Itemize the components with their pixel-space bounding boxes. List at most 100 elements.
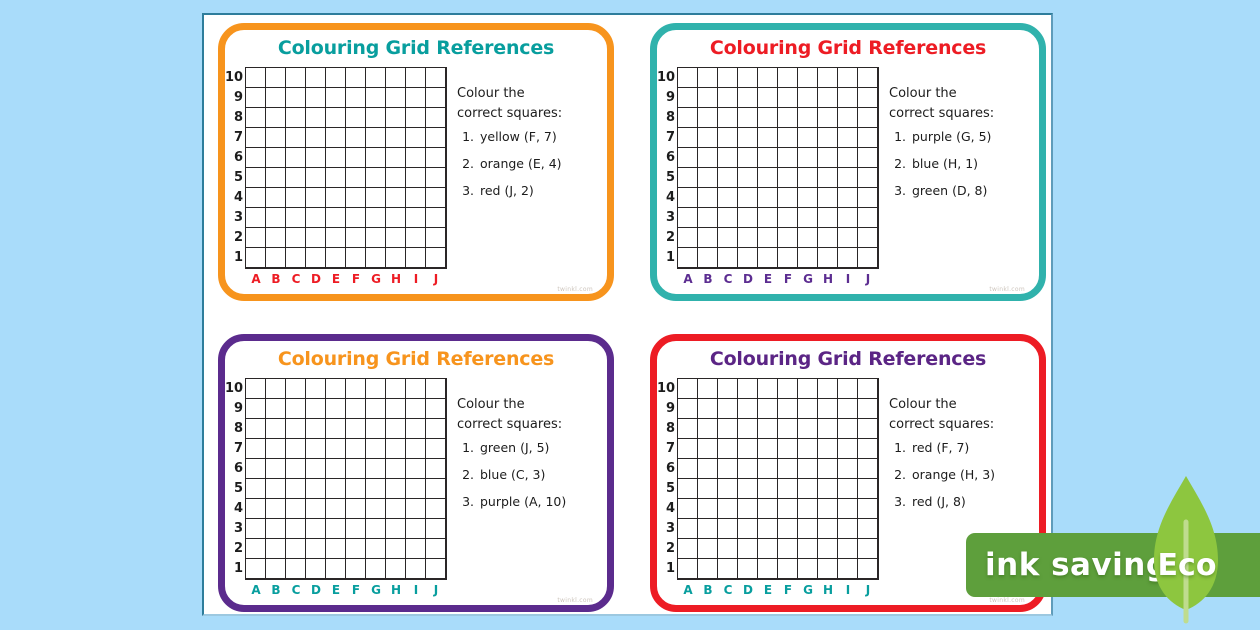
grid-cells <box>245 378 447 580</box>
grid-col-label: D <box>311 583 321 597</box>
grid-row-label: 7 <box>665 441 675 456</box>
grid-col-label: E <box>763 272 773 286</box>
grid-row-label: 1 <box>233 561 243 576</box>
instruction-list: 1. red (F, 7) 2. orange (H, 3) 3. red (J… <box>889 440 1039 509</box>
instruction-item: 2. orange (H, 3) <box>889 467 1039 482</box>
grid-row-label: 5 <box>233 481 243 496</box>
grid-col-label: A <box>251 583 261 597</box>
instruction-list: 1. green (J, 5) 2. blue (C, 3) 3. purple… <box>457 440 607 509</box>
instruction-item: 1. red (F, 7) <box>889 440 1039 455</box>
grid-row-label: 2 <box>233 230 243 245</box>
item-number: 1. <box>462 129 474 144</box>
prompt-line-2: correct squares: <box>889 105 995 121</box>
grid-row-label: 2 <box>665 230 675 245</box>
prompt-line-1: Colour the <box>889 86 957 101</box>
grid-col-label: I <box>845 272 851 286</box>
card-title: Colouring Grid References <box>277 348 555 370</box>
grid-row-label: 10 <box>657 381 676 396</box>
grid-col-label: J <box>433 583 439 597</box>
grid-row-label: 3 <box>233 521 243 536</box>
instruction-item: 1. green (J, 5) <box>457 440 607 455</box>
grid-row-label: 6 <box>665 150 675 165</box>
grid-col-label: F <box>783 272 793 286</box>
item-number: 3. <box>894 494 906 509</box>
grid-col-label: H <box>390 272 402 286</box>
grid-col-label: G <box>371 272 381 286</box>
grid-row-label: 8 <box>233 421 243 436</box>
watermark: twinkl.com <box>989 286 1025 293</box>
instruction-item: 2. orange (E, 4) <box>457 156 607 171</box>
item-text: purple (A, 10) <box>480 494 567 509</box>
grid-col-label: A <box>251 272 261 286</box>
grid-col-label: F <box>351 583 361 597</box>
instruction-item: 2. blue (H, 1) <box>889 156 1039 171</box>
grid-col-label: C <box>723 272 733 286</box>
grid-col-label: I <box>845 583 851 597</box>
item-text: blue (H, 1) <box>912 156 979 171</box>
grid-col-label: I <box>413 272 419 286</box>
grid-row-label: 1 <box>665 250 675 265</box>
grid-row-label: 9 <box>233 90 243 105</box>
prompt-line-1: Colour the <box>889 397 957 412</box>
grid-row-label: 2 <box>665 541 675 556</box>
eco-label: Eco <box>1157 548 1217 583</box>
grid-col-label: G <box>803 583 813 597</box>
prompt-line-2: correct squares: <box>457 105 563 121</box>
grid-row-label: 5 <box>665 481 675 496</box>
grid-col-label: D <box>311 272 321 286</box>
grid-row-label: 7 <box>233 130 243 145</box>
grid-row-labels: 10 9 8 7 6 5 4 3 2 1 <box>657 378 677 579</box>
grid-cells <box>245 67 447 269</box>
grid-row-label: 3 <box>665 521 675 536</box>
instruction-item: 3. red (J, 2) <box>457 183 607 198</box>
grid-row-label: 4 <box>233 501 243 516</box>
grid-col-label: J <box>865 272 871 286</box>
grid-col-label: G <box>803 272 813 286</box>
grid-row-label: 6 <box>233 461 243 476</box>
watermark: twinkl.com <box>557 597 593 604</box>
instructions: Colour the correct squares: 1. red (F, 7… <box>889 395 1039 521</box>
grid-row-label: 9 <box>665 401 675 416</box>
item-number: 2. <box>894 156 906 171</box>
grid-row-label: 9 <box>233 401 243 416</box>
item-number: 1. <box>894 129 906 144</box>
item-text: purple (G, 5) <box>912 129 992 144</box>
grid-row-label: 7 <box>233 441 243 456</box>
grid-row-label: 6 <box>233 150 243 165</box>
grid-col-label: B <box>271 583 281 597</box>
card-title: Colouring Grid References <box>709 37 987 59</box>
grid-row-labels: 10 9 8 7 6 5 4 3 2 1 <box>225 67 245 268</box>
grid-row-label: 7 <box>665 130 675 145</box>
watermark: twinkl.com <box>989 597 1025 604</box>
grid-col-label: H <box>822 272 834 286</box>
grid-row-label: 4 <box>665 501 675 516</box>
grid-col-label: B <box>703 583 713 597</box>
grid-col-label: F <box>783 583 793 597</box>
grid-row-label: 3 <box>233 210 243 225</box>
prompt-line-2: correct squares: <box>889 416 995 432</box>
grid-row-label: 10 <box>657 70 676 85</box>
instruction-item: 3. green (D, 8) <box>889 183 1039 198</box>
grid-row-label: 4 <box>233 190 243 205</box>
item-text: blue (C, 3) <box>480 467 546 482</box>
grid-col-label: E <box>331 272 341 286</box>
grid-row-label: 5 <box>665 170 675 185</box>
grid-col-label: J <box>433 272 439 286</box>
grid-row-label: 8 <box>233 110 243 125</box>
instruction-item: 3. purple (A, 10) <box>457 494 607 509</box>
card-title: Colouring Grid References <box>277 37 555 59</box>
instruction-list: 1. purple (G, 5) 2. blue (H, 1) 3. green… <box>889 129 1039 198</box>
